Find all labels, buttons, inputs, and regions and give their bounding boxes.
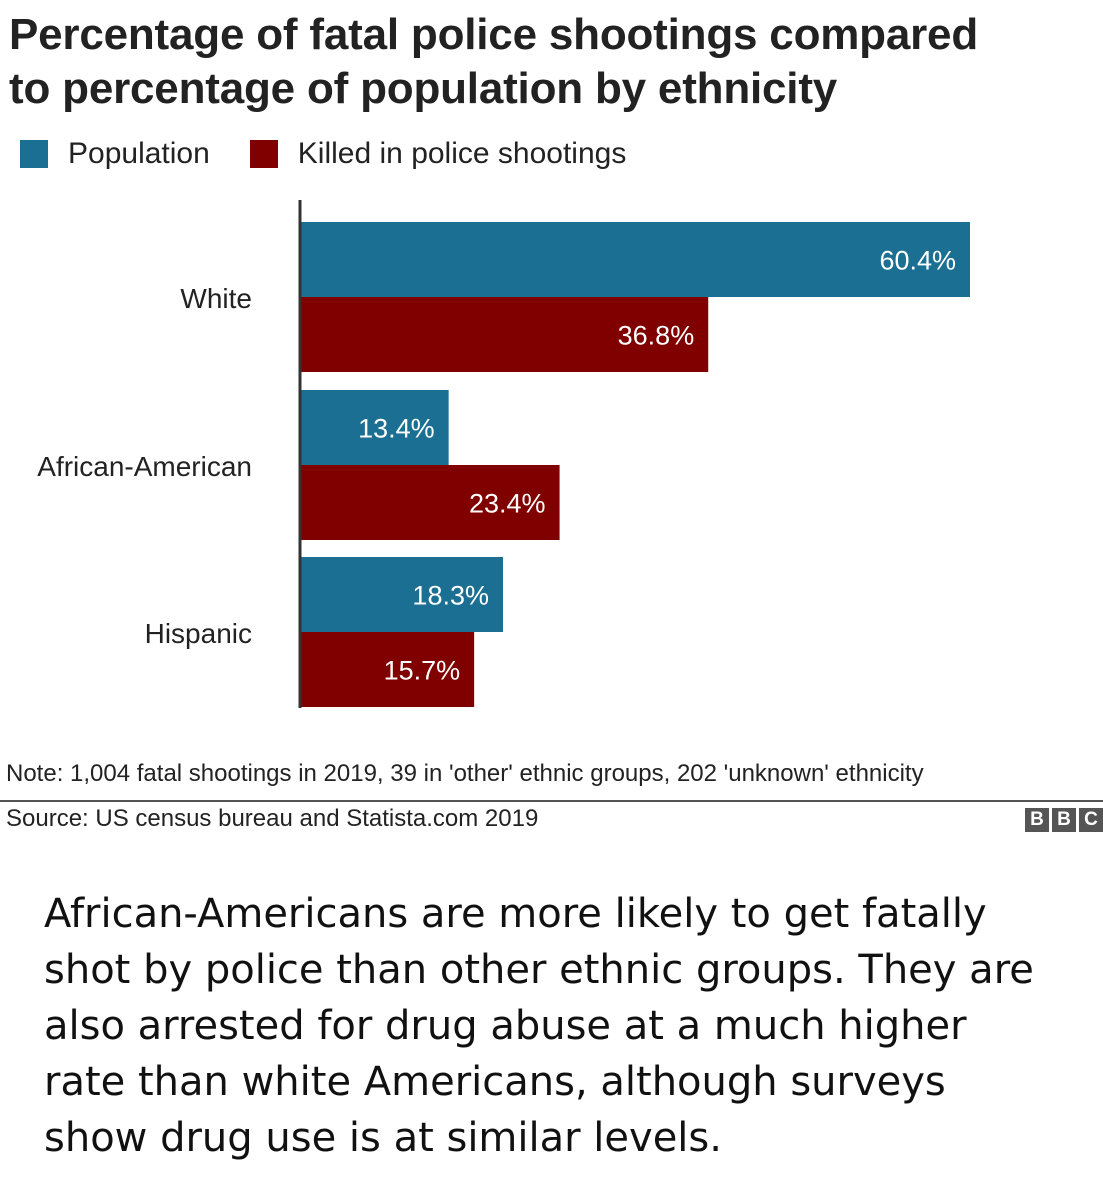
bar-value-label: 18.3% xyxy=(412,581,489,611)
bar-value-label: 15.7% xyxy=(384,656,461,686)
bar-value-label: 60.4% xyxy=(879,246,956,276)
footer-divider xyxy=(0,800,1103,802)
bar-population xyxy=(300,390,449,465)
bar-population xyxy=(300,222,970,297)
bar-population xyxy=(300,557,503,632)
category-label: White xyxy=(180,283,252,314)
caption-line-3: also arrested for drug abuse at a much h… xyxy=(44,1003,967,1049)
chart-title: Percentage of fatal police shootings com… xyxy=(9,8,1103,116)
bar-killed xyxy=(300,465,560,540)
chart-title-line-2: to percentage of population by ethnicity xyxy=(9,64,838,113)
bbc-logo-block: B xyxy=(1052,808,1076,832)
legend-item-killed: Killed in police shootings xyxy=(249,137,627,171)
legend-swatch-population xyxy=(20,140,48,168)
category-label: Hispanic xyxy=(145,618,252,649)
chart-source: Source: US census bureau and Statista.co… xyxy=(6,805,539,832)
chart-note: Note: 1,004 fatal shootings in 2019, 39 … xyxy=(6,760,924,787)
bar-value-label: 13.4% xyxy=(358,414,435,444)
caption-line-5: show drug use is at similar levels. xyxy=(44,1115,722,1161)
category-label: African-American xyxy=(37,451,252,482)
caption-line-4: rate than white Americans, although surv… xyxy=(44,1059,946,1105)
caption-line-1: African-Americans are more likely to get… xyxy=(44,891,987,937)
caption-text: African-Americans are more likely to get… xyxy=(44,886,1084,1166)
caption-line-2: shot by police than other ethnic groups.… xyxy=(44,947,1034,993)
bar-killed xyxy=(300,297,709,372)
bbc-logo-block: C xyxy=(1079,808,1103,832)
chart-legend: Population Killed in police shootings xyxy=(20,134,666,174)
legend-item-population: Population xyxy=(20,137,210,171)
legend-label-population: Population xyxy=(68,137,210,170)
legend-label-killed: Killed in police shootings xyxy=(297,137,627,170)
bar-chart: White 60.4% 36.8% African-American 13.4% 23.4… xyxy=(37,200,970,708)
bar-killed xyxy=(300,632,475,707)
bar-value-label: 36.8% xyxy=(618,321,695,351)
bar-value-label: 23.4% xyxy=(469,489,546,519)
bbc-logo-block: B xyxy=(1025,808,1049,832)
legend-swatch-killed xyxy=(249,140,278,168)
chart-title-line-1: Percentage of fatal police shootings com… xyxy=(9,10,978,59)
